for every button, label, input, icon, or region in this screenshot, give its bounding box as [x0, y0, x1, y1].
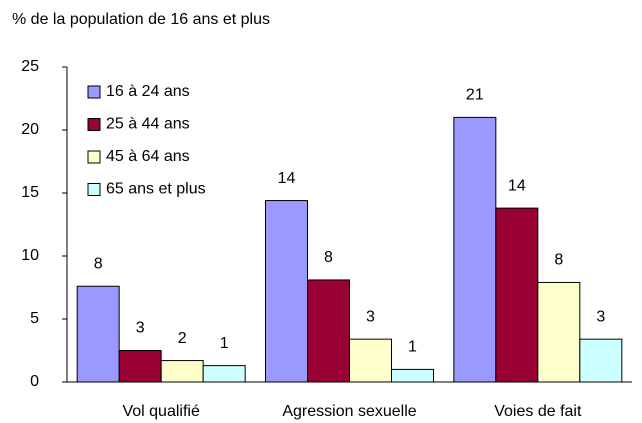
value-label: 1 — [220, 335, 229, 352]
bar — [349, 338, 392, 383]
value-label: 21 — [466, 87, 484, 104]
bar — [265, 200, 308, 383]
bar — [453, 116, 497, 383]
legend-swatch — [87, 85, 101, 99]
value-label: 3 — [596, 308, 605, 325]
legend-label: 65 ans et plus — [106, 181, 206, 198]
value-label: 14 — [508, 177, 526, 194]
y-tick-label: 5 — [30, 310, 39, 327]
x-tick-label: Agression sexuelle — [282, 403, 416, 420]
y-tick-label: 20 — [21, 121, 39, 138]
bar — [202, 365, 246, 383]
value-label: 8 — [554, 252, 563, 269]
value-label: 8 — [324, 249, 333, 266]
value-label: 3 — [136, 320, 145, 337]
legend-label: 25 à 44 ans — [106, 116, 190, 133]
bar — [160, 360, 204, 383]
bar — [391, 368, 434, 383]
y-tick-label: 0 — [30, 373, 39, 390]
legend-swatch — [87, 183, 101, 196]
legend-swatch — [87, 150, 101, 164]
y-tick-label: 25 — [21, 58, 39, 75]
value-label: 8 — [94, 255, 103, 272]
value-label: 14 — [278, 170, 296, 187]
value-label: 2 — [178, 330, 187, 347]
y-tick-label: 15 — [21, 184, 39, 201]
legend-label: 45 à 64 ans — [106, 148, 190, 165]
x-tick-label: Voies de fait — [494, 403, 582, 420]
bar — [537, 281, 581, 383]
legend-swatch — [87, 118, 101, 131]
bar — [307, 279, 350, 383]
bar — [579, 338, 623, 383]
legend-label: 16 à 24 ans — [106, 83, 190, 100]
chart-title: % de la population de 16 ans et plus — [12, 11, 270, 28]
bar — [118, 350, 162, 383]
bar — [76, 285, 120, 383]
y-tick-label: 10 — [21, 247, 39, 264]
value-label: 1 — [408, 339, 417, 356]
value-label: 3 — [366, 308, 375, 325]
bar — [495, 207, 539, 383]
x-tick-label: Vol qualifié — [122, 403, 199, 420]
